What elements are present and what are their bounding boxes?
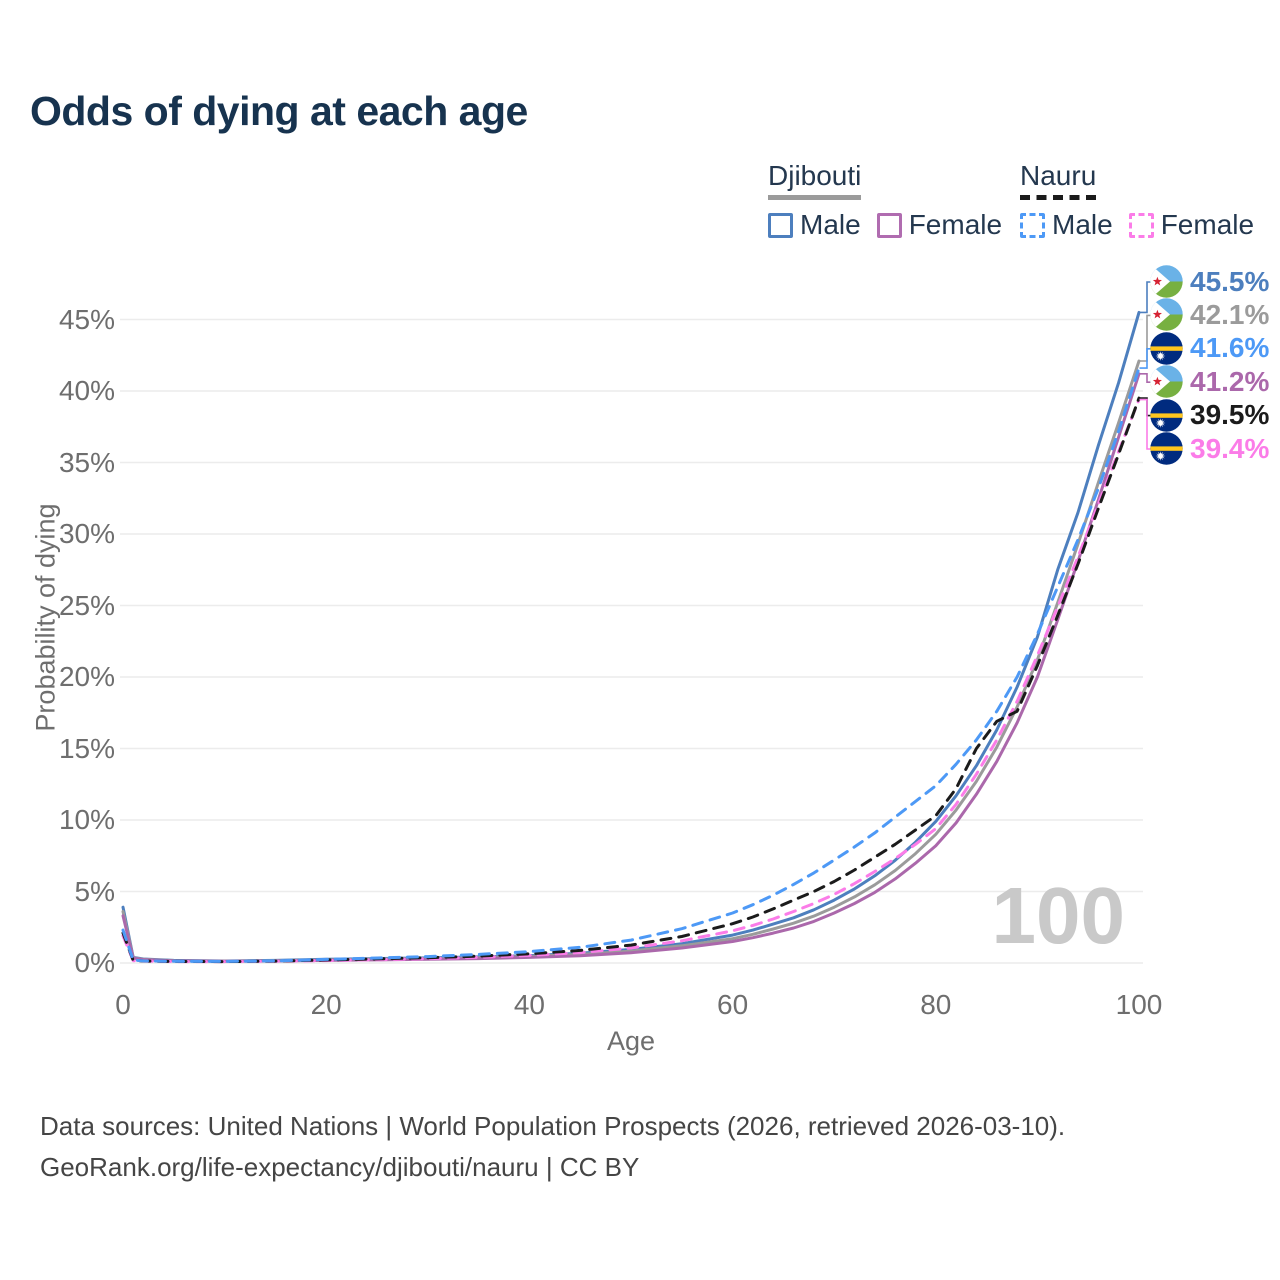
legend-item-label: Female bbox=[1160, 209, 1255, 240]
legend-swatch-djibouti-male-icon bbox=[768, 212, 793, 238]
page-title: Odds of dying at each age bbox=[30, 88, 528, 134]
legend-group-label-djibouti: Djibouti bbox=[768, 160, 862, 200]
watermark-age-100: 100 bbox=[991, 871, 1125, 960]
legend-item-label: Female bbox=[908, 209, 1003, 240]
series-line-nauru-female-female[interactable] bbox=[121, 398, 1141, 964]
flag-nauru-icon bbox=[1150, 432, 1183, 465]
legend-group-label-nauru: Nauru bbox=[1020, 160, 1097, 200]
x-tick-label-0: 0 bbox=[115, 989, 131, 1020]
x-tick-label-100: 100 bbox=[1115, 989, 1163, 1020]
x-tick-label-20: 20 bbox=[310, 989, 342, 1020]
leader-line-djibouti-male-male bbox=[1139, 281, 1153, 314]
end-label-nauru-male-male: 41.6% bbox=[1150, 332, 1269, 365]
y-tick-label-10: 10% bbox=[58, 804, 115, 835]
leader-line-nauru-male-male bbox=[1139, 348, 1153, 369]
legend-item-label: Male bbox=[1052, 209, 1113, 240]
end-label-nauru-female-female: 39.4% bbox=[1150, 432, 1269, 465]
y-tick-label-40: 40% bbox=[58, 375, 115, 406]
legend-item-nauru-female[interactable]: Female bbox=[1128, 209, 1255, 241]
legend-swatch-nauru-male-icon bbox=[1020, 212, 1045, 238]
end-label-value: 39.5% bbox=[1190, 399, 1270, 431]
attribution-line: GeoRank.org/life-expectancy/djibouti/nau… bbox=[40, 1152, 640, 1182]
end-label-value: 45.5% bbox=[1190, 265, 1270, 297]
flag-djibouti-icon bbox=[1150, 265, 1183, 298]
y-tick-label-5: 5% bbox=[74, 875, 115, 907]
x-axis-title: Age bbox=[606, 1026, 656, 1056]
series-line-djibouti-female-female[interactable] bbox=[121, 372, 1141, 963]
flag-nauru-icon bbox=[1150, 398, 1183, 432]
end-label-djibouti-male-male: 45.5% bbox=[1150, 265, 1269, 298]
series-line-djibouti-male-male[interactable] bbox=[121, 310, 1141, 963]
legend-item-label: Male bbox=[800, 209, 861, 240]
y-tick-label-20: 20% bbox=[58, 661, 115, 692]
series-line-djibouti-both[interactable] bbox=[121, 359, 1141, 963]
data-sources-line: Data sources: United Nations | World Pop… bbox=[40, 1111, 1066, 1141]
legend-item-djibouti-male[interactable]: Male bbox=[768, 209, 861, 241]
end-label-djibouti-female-female: 41.2% bbox=[1150, 365, 1269, 398]
series-line-nauru-male-male[interactable] bbox=[121, 366, 1141, 963]
end-label-value: 41.6% bbox=[1190, 332, 1270, 364]
y-tick-label-0: 0% bbox=[74, 947, 115, 978]
y-tick-label-25: 25% bbox=[58, 589, 115, 621]
flag-djibouti-icon bbox=[1150, 298, 1183, 332]
y-tick-label-45: 45% bbox=[58, 303, 115, 335]
series-line-nauru-both[interactable] bbox=[121, 396, 1141, 964]
x-tick-label-40: 40 bbox=[513, 989, 545, 1020]
leader-line-djibouti-female-female bbox=[1139, 373, 1153, 383]
y-tick-label-35: 35% bbox=[58, 446, 115, 478]
legend-group-djibouti: Djibouti Male Female bbox=[768, 160, 1002, 241]
legend-swatch-nauru-female-icon bbox=[1128, 212, 1154, 238]
legend-item-nauru-male[interactable]: Male bbox=[1020, 209, 1113, 241]
legend-item-djibouti-female[interactable]: Female bbox=[876, 209, 1003, 241]
end-label-nauru-both: 39.5% bbox=[1150, 398, 1270, 432]
flag-nauru-icon bbox=[1150, 332, 1183, 365]
flag-djibouti-icon bbox=[1150, 365, 1183, 398]
y-tick-label-15: 15% bbox=[58, 732, 115, 764]
y-tick-label-30: 30% bbox=[58, 518, 115, 549]
end-label-value: 39.4% bbox=[1190, 432, 1270, 464]
end-label-value: 42.1% bbox=[1190, 298, 1270, 330]
legend-group-nauru: Nauru Male Female bbox=[1020, 160, 1254, 241]
legend-items-djibouti: Male Female bbox=[768, 209, 1002, 241]
leader-line-djibouti-both bbox=[1139, 314, 1153, 362]
end-label-djibouti-both: 42.1% bbox=[1150, 298, 1270, 332]
footer: Data sources: United Nations | World Pop… bbox=[40, 1106, 1065, 1188]
x-tick-label-80: 80 bbox=[920, 989, 952, 1020]
leader-line-nauru-female-female bbox=[1139, 398, 1153, 450]
legend-swatch-djibouti-female-icon bbox=[876, 212, 902, 238]
legend-items-nauru: Male Female bbox=[1020, 209, 1254, 241]
end-label-value: 41.2% bbox=[1190, 365, 1270, 397]
x-tick-label-60: 60 bbox=[717, 989, 749, 1020]
